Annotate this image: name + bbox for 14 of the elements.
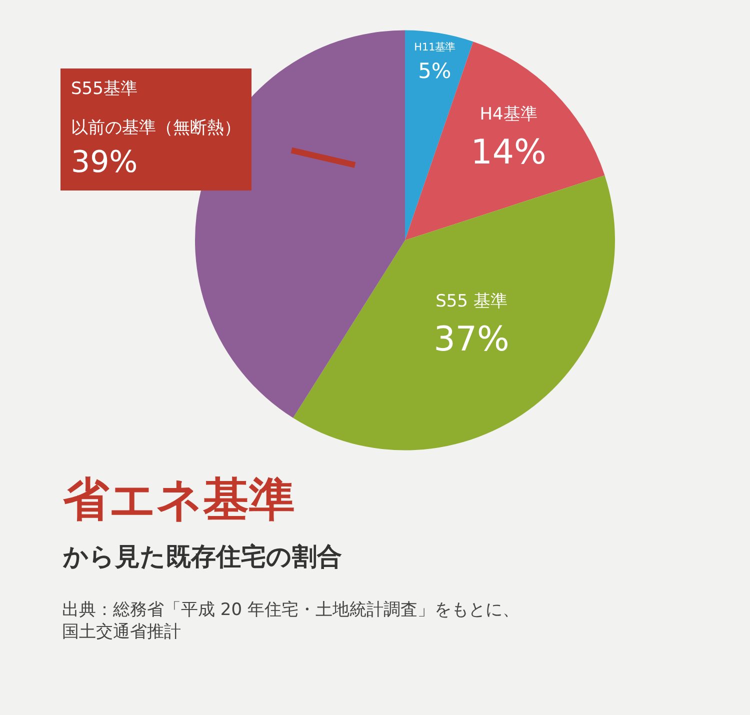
slice-label: S55 基準	[436, 292, 508, 312]
data-label: 39%	[71, 145, 138, 180]
slice-label: S55基準以前の基準（無断熱）	[71, 79, 241, 138]
slice-label: H11基準	[414, 42, 456, 54]
data-label: 5%	[418, 58, 452, 83]
data-label: 14%	[470, 132, 546, 173]
text: 省エネ基準	[62, 472, 295, 526]
slice-label: H4基準	[480, 104, 538, 124]
pie-slice	[293, 175, 615, 450]
data-label: 37%	[434, 320, 510, 360]
source-note: 出典：総務省「平成 20 年住宅・土地統計調査」をもとに、国土交通省推計	[62, 600, 520, 642]
pie-slice	[405, 30, 474, 240]
pie-slice	[405, 42, 605, 240]
text: から見た既存住宅の割合	[62, 542, 342, 571]
